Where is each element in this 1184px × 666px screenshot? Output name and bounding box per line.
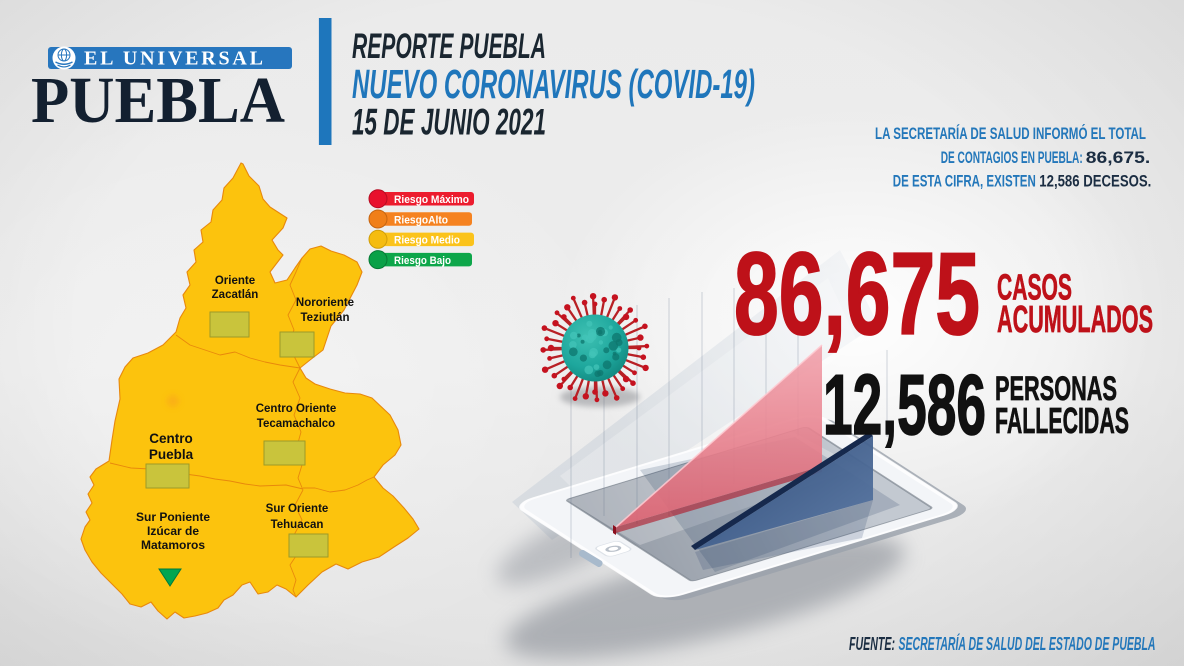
svg-text:86,675.: 86,675. <box>1086 148 1151 167</box>
svg-text:NUEVO CORONAVIRUS (COVID-19): NUEVO CORONAVIRUS (COVID-19) <box>352 61 755 107</box>
svg-text:Riesgo Bajo: Riesgo Bajo <box>394 255 451 267</box>
svg-text:Riesgo Máximo: Riesgo Máximo <box>394 194 469 206</box>
svg-text:REPORTE PUEBLA: REPORTE PUEBLA <box>352 27 546 66</box>
svg-text:RiesgoAlto: RiesgoAlto <box>394 214 448 226</box>
svg-text:86,675: 86,675 <box>734 228 980 359</box>
svg-text:12,586: 12,586 <box>823 358 986 453</box>
svg-text:15 DE JUNIO 2021: 15 DE JUNIO 2021 <box>352 102 546 143</box>
svg-text:LA SECRETARÍA DE SALUD INFORM: LA SECRETARÍA DE SALUD INFORMÓ EL TOTAL <box>875 124 1146 143</box>
svg-text:FUENTE:: FUENTE: <box>849 634 895 654</box>
svg-text:PUEBLA: PUEBLA <box>31 64 285 137</box>
svg-text:ACUMULADOS: ACUMULADOS <box>997 299 1153 341</box>
svg-text:12,586 DECESOS.: 12,586 DECESOS. <box>1039 172 1151 191</box>
svg-text:DE CONTAGIOS EN PUEBLA:: DE CONTAGIOS EN PUEBLA: <box>941 148 1083 167</box>
svg-text:SECRETARÍA DE SALUD DEL ESTADO: SECRETARÍA DE SALUD DEL ESTADO DE PUEBLA <box>899 633 1156 654</box>
svg-text:FALLECIDAS: FALLECIDAS <box>995 400 1129 441</box>
svg-text:CASOS: CASOS <box>997 267 1072 308</box>
svg-text:PERSONAS: PERSONAS <box>995 370 1117 408</box>
svg-text:Riesgo Medio: Riesgo Medio <box>394 235 460 247</box>
svg-text:EL UNIVERSAL: EL UNIVERSAL <box>84 48 263 70</box>
svg-text:DE ESTA CIFRA, EXISTEN: DE ESTA CIFRA, EXISTEN <box>893 172 1036 191</box>
